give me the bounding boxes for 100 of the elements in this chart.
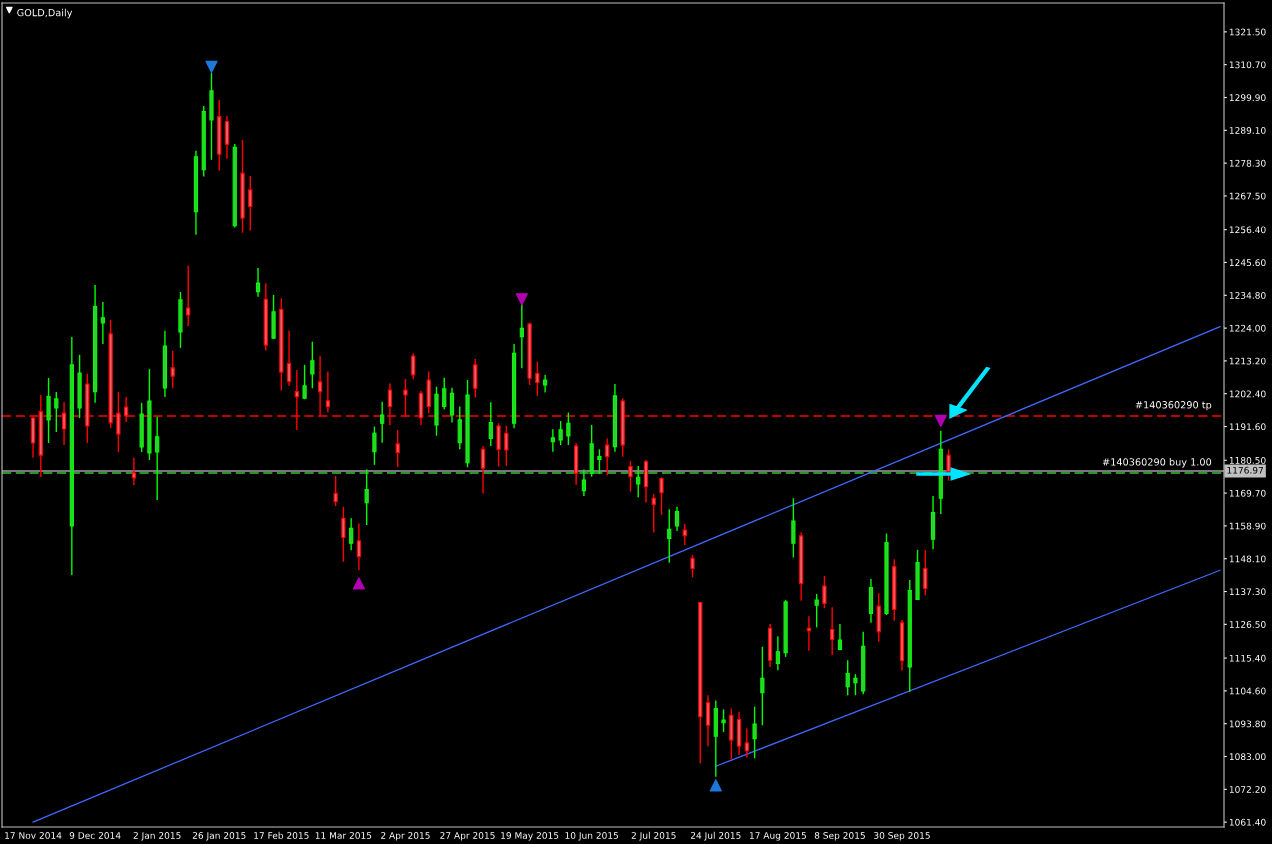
x-tick-label: 2 Apr 2015 bbox=[381, 832, 430, 841]
candlestick bbox=[667, 508, 672, 564]
candlestick bbox=[449, 386, 455, 424]
candlestick bbox=[325, 370, 330, 414]
y-tick-label: 1289.10 bbox=[1229, 127, 1266, 134]
y-tick-label: 1104.60 bbox=[1229, 687, 1266, 695]
candlestick bbox=[372, 425, 377, 466]
candlestick bbox=[605, 437, 610, 476]
y-tick-label: 1191.60 bbox=[1229, 423, 1266, 431]
y-tick-label: 1267.50 bbox=[1229, 192, 1266, 200]
candlestick bbox=[224, 115, 230, 160]
x-tick-label: 8 Sep 2015 bbox=[814, 832, 865, 841]
candlestick bbox=[791, 497, 796, 559]
y-tick-label: 1093.80 bbox=[1229, 720, 1266, 728]
candlestick bbox=[923, 549, 928, 596]
candlestick bbox=[837, 623, 843, 651]
y-tick-label: 1083.00 bbox=[1229, 753, 1266, 761]
candlestick bbox=[457, 405, 462, 451]
point bbox=[934, 414, 947, 427]
candlestick bbox=[186, 265, 191, 327]
candlestick bbox=[504, 425, 509, 467]
candlestick bbox=[473, 358, 478, 399]
candlestick bbox=[628, 460, 633, 493]
candlestick bbox=[333, 475, 338, 507]
candlestick bbox=[488, 401, 493, 447]
y-tick-label: 1245.60 bbox=[1229, 259, 1266, 267]
candlestick bbox=[814, 593, 819, 629]
candlestick bbox=[496, 422, 501, 468]
x-tick-label: 17 Feb 2015 bbox=[254, 831, 309, 839]
candlestick bbox=[310, 341, 315, 389]
candlestick bbox=[286, 329, 292, 387]
point bbox=[205, 60, 218, 73]
y-tick-label: 1072.20 bbox=[1229, 786, 1266, 793]
candlestick bbox=[543, 374, 548, 394]
y-tick-label: 1234.80 bbox=[1229, 292, 1266, 299]
candlestick bbox=[760, 646, 765, 726]
y-tick-label: 1202.40 bbox=[1229, 390, 1266, 398]
y-tick-label: 1180.50 bbox=[1229, 457, 1266, 464]
y-tick-label: 1148.10 bbox=[1229, 555, 1266, 563]
point bbox=[709, 779, 722, 792]
candlestick bbox=[395, 429, 400, 468]
candlestick bbox=[682, 523, 687, 546]
y-tick-label: 1061.40 bbox=[1229, 818, 1266, 826]
x-tick-label: 17 Aug 2015 bbox=[749, 832, 806, 841]
candlestick bbox=[721, 708, 726, 733]
candlestick bbox=[690, 554, 695, 578]
y-tick-label: 1126.50 bbox=[1229, 621, 1266, 628]
candlestick bbox=[830, 606, 835, 656]
x-tick-label: 2 Jan 2015 bbox=[133, 832, 181, 841]
point bbox=[515, 293, 528, 306]
candlestick bbox=[349, 517, 354, 551]
y-tick-label: 1115.40 bbox=[1229, 654, 1266, 662]
x-tick-label: 30 Sep 2015 bbox=[874, 832, 930, 841]
candlestick bbox=[480, 445, 486, 495]
candlestick bbox=[46, 377, 51, 444]
ref-line-label: 1176.97 bbox=[1227, 466, 1263, 474]
y-tick-label: 1299.90 bbox=[1229, 94, 1266, 102]
y-tick-label: 1224.00 bbox=[1229, 324, 1266, 332]
x-tick-label: 24 Jul 2015 bbox=[690, 831, 741, 841]
candlestick bbox=[822, 575, 827, 609]
candlestick bbox=[744, 727, 749, 759]
candlestick bbox=[356, 522, 362, 571]
candlestick bbox=[705, 694, 711, 747]
ref-line-label: #140360290 tp bbox=[1135, 401, 1212, 411]
x-tick-label: 10 Jun 2015 bbox=[565, 832, 619, 841]
y-tick-label: 1169.70 bbox=[1229, 489, 1266, 497]
candlestick bbox=[380, 400, 385, 444]
y-tick-label: 1137.30 bbox=[1229, 588, 1266, 596]
candlestick bbox=[100, 301, 105, 345]
candlestick bbox=[411, 352, 416, 380]
candlestick bbox=[550, 428, 555, 453]
point bbox=[352, 577, 365, 590]
candlestick bbox=[442, 376, 447, 410]
candlestick bbox=[255, 267, 261, 298]
candlestick bbox=[853, 673, 858, 696]
y-tick-label: 1256.40 bbox=[1229, 226, 1266, 234]
candlestick bbox=[752, 705, 757, 760]
candlestick bbox=[946, 448, 951, 482]
candlestick bbox=[845, 659, 850, 696]
x-tick-label: 11 Mar 2015 bbox=[315, 832, 372, 839]
ref-line-label: #140360290 buy 1.00 bbox=[1102, 458, 1212, 468]
x-tick-label: 27 Apr 2015 bbox=[440, 832, 495, 841]
candlestick bbox=[341, 506, 346, 563]
y-tick-label: 1310.70 bbox=[1229, 61, 1266, 69]
candlestick bbox=[535, 360, 540, 397]
x-tick-label: 19 May 2015 bbox=[501, 832, 559, 841]
y-tick-label: 1278.30 bbox=[1229, 159, 1266, 167]
candlestick bbox=[54, 391, 59, 433]
candlestick bbox=[302, 364, 307, 400]
candlestick bbox=[248, 175, 253, 232]
candlestick bbox=[775, 635, 780, 671]
candlestick bbox=[558, 420, 563, 446]
candlestick bbox=[170, 350, 175, 389]
y-tick-label: 1213.20 bbox=[1229, 357, 1266, 365]
y-tick-label: 1158.90 bbox=[1229, 522, 1266, 530]
text: GOLD,Daily bbox=[17, 8, 73, 19]
x-tick-label: 17 Nov 2014 bbox=[5, 832, 62, 839]
x-tick-label: 26 Jan 2015 bbox=[192, 832, 246, 841]
candlestick bbox=[519, 302, 524, 369]
x-tick-label: 9 Dec 2014 bbox=[69, 832, 121, 839]
